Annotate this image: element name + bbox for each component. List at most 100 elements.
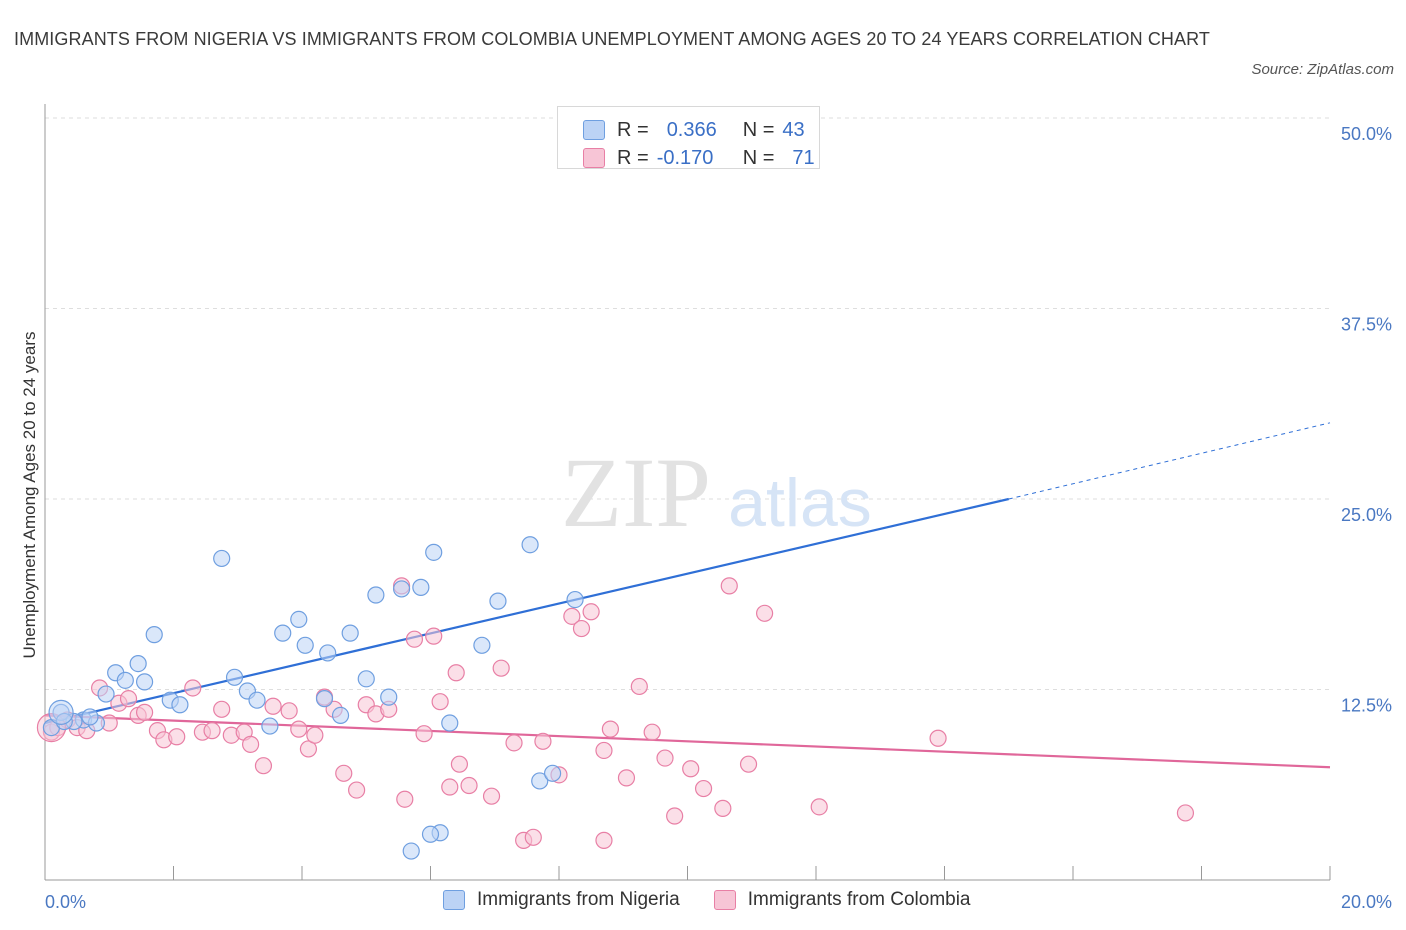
colombia-point	[184, 679, 202, 697]
nigeria-point	[116, 671, 134, 689]
colombia-point	[601, 720, 620, 738]
colombia-point	[1176, 804, 1195, 822]
nigeria-point	[367, 586, 385, 604]
nigeria-point	[290, 610, 308, 628]
colombia-point	[492, 659, 510, 677]
colombia-point	[666, 807, 684, 825]
nigeria-points	[42, 536, 584, 860]
colombia-point	[348, 781, 366, 799]
colombia-point	[431, 693, 449, 711]
x-tick-labels: 0.0% 20.0%	[45, 892, 1392, 912]
nigeria-point	[129, 654, 147, 673]
nigeria-point	[225, 668, 244, 686]
colombia-point	[714, 799, 732, 817]
colombia-point	[135, 703, 154, 721]
colombia-point	[447, 664, 465, 682]
colombia-point	[119, 690, 138, 708]
x-tick-label: 0.0%	[45, 892, 86, 912]
y-tick-label: 12.5%	[1341, 696, 1392, 716]
nigeria-legend-label: Immigrants from Nigeria	[477, 889, 680, 910]
colombia-point	[617, 769, 636, 787]
nigeria-point	[97, 685, 115, 703]
nigeria-swatch	[583, 120, 605, 140]
legend-r-label: R =	[617, 118, 649, 141]
colombia-points	[36, 577, 1195, 849]
colombia-point	[595, 741, 613, 760]
colombia-point	[643, 723, 661, 741]
nigeria-point	[543, 764, 562, 782]
nigeria-trend-extension	[1008, 422, 1331, 500]
colombia-point	[630, 677, 648, 696]
nigeria-point	[531, 772, 549, 790]
nigeria-point	[473, 636, 491, 654]
x-tick-label: 20.0%	[1341, 892, 1392, 912]
colombia-point	[203, 722, 221, 740]
colombia-point	[335, 764, 353, 782]
colombia-point	[280, 702, 298, 720]
nigeria-point	[261, 717, 279, 735]
nigeria-point	[392, 580, 411, 598]
colombia-point	[306, 726, 324, 744]
colombia-point	[563, 607, 581, 625]
legend-row-colombia: R = -0.170 N = 71	[583, 146, 815, 170]
colombia-point	[656, 749, 674, 767]
colombia-point	[595, 831, 613, 849]
colombia-point	[242, 735, 260, 753]
nigeria-point	[412, 578, 430, 596]
colombia-point	[450, 755, 469, 773]
nigeria-legend-swatch	[443, 890, 465, 910]
colombia-point	[810, 798, 828, 816]
nigeria-point	[296, 636, 314, 654]
trend-lines	[44, 422, 1331, 769]
nigeria-point	[331, 706, 350, 725]
y-axis-label: Unemployment Among Ages 20 to 24 years	[20, 332, 39, 659]
colombia-point	[264, 697, 282, 715]
nigeria-point	[145, 626, 163, 644]
colombia-point	[168, 728, 186, 746]
nigeria-point	[380, 688, 398, 706]
y-tick-label: 25.0%	[1341, 505, 1392, 525]
legend-item-nigeria: Immigrants from Nigeria	[443, 889, 680, 911]
nigeria-point	[274, 624, 292, 642]
nigeria-trend-line	[44, 497, 1009, 725]
colombia-point	[534, 732, 552, 750]
nigeria-r-value: 0.366	[666, 118, 717, 141]
colombia-swatch	[583, 148, 605, 168]
nigeria-point	[489, 592, 507, 610]
nigeria-point	[213, 549, 231, 568]
colombia-legend-label: Immigrants from Colombia	[747, 889, 971, 910]
legend-r-label: R =	[617, 146, 649, 169]
nigeria-point	[81, 708, 99, 726]
colombia-point	[460, 776, 478, 795]
nigeria-n-value: 43	[782, 118, 805, 141]
nigeria-point	[402, 842, 420, 860]
nigeria-point	[48, 699, 74, 725]
y-tick-labels: 12.5% 25.0% 37.5% 50.0%	[1341, 124, 1392, 716]
watermark-atlas: atlas	[728, 465, 872, 541]
colombia-point	[415, 725, 433, 743]
colombia-n-value: 71	[792, 146, 815, 169]
watermark: ZIP atlas	[561, 437, 872, 548]
colombia-point	[694, 779, 713, 798]
nigeria-point	[319, 644, 337, 662]
legend-n-label: N =	[742, 118, 775, 141]
nigeria-point	[135, 673, 154, 691]
nigeria-point	[357, 670, 375, 688]
colombia-point	[755, 604, 774, 622]
watermark-zip: ZIP	[561, 437, 711, 548]
nigeria-point	[441, 714, 459, 732]
colombia-point	[720, 577, 738, 595]
nigeria-point	[171, 696, 189, 714]
y-tick-label: 37.5%	[1341, 315, 1392, 335]
colombia-r-value: -0.170	[656, 146, 714, 169]
source-label: Source: ZipAtlas.com	[1251, 61, 1394, 78]
nigeria-point	[425, 543, 443, 561]
colombia-trend-line	[44, 714, 1331, 769]
colombia-point	[441, 778, 459, 796]
colombia-point	[482, 787, 501, 805]
colombia-point	[405, 630, 424, 648]
nigeria-point	[421, 825, 440, 843]
gridlines	[45, 117, 1330, 690]
colombia-point	[739, 755, 758, 773]
